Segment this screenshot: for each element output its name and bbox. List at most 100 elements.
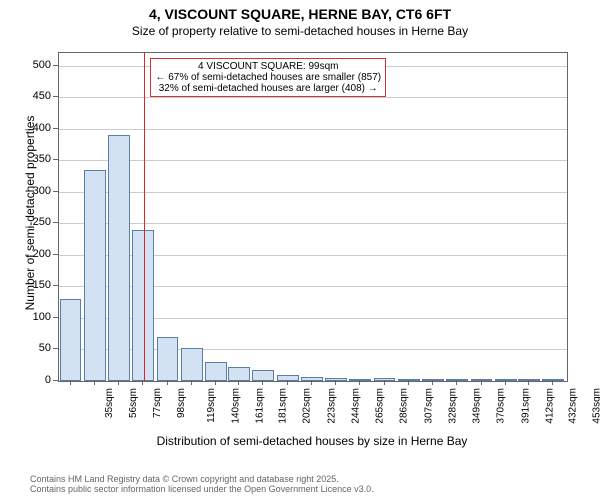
xtick-mark bbox=[408, 380, 409, 385]
gridline bbox=[59, 192, 567, 193]
footer-line2: Contains public sector information licen… bbox=[30, 484, 374, 494]
xtick-mark bbox=[384, 380, 385, 385]
ytick-label: 200 bbox=[23, 248, 51, 260]
xtick-mark bbox=[262, 380, 263, 385]
xtick-label: 286sqm bbox=[399, 388, 410, 424]
xtick-mark bbox=[94, 380, 95, 385]
ytick-label: 100 bbox=[23, 311, 51, 323]
title-sub: Size of property relative to semi-detach… bbox=[0, 22, 600, 38]
histogram-bar bbox=[181, 348, 203, 381]
histogram-bar bbox=[398, 379, 420, 381]
xtick-mark bbox=[528, 380, 529, 385]
annotation-box: 4 VISCOUNT SQUARE: 99sqm← 67% of semi-de… bbox=[150, 58, 386, 97]
xtick-label: 98sqm bbox=[176, 388, 187, 418]
histogram-bar bbox=[205, 362, 227, 381]
figure: 4, VISCOUNT SQUARE, HERNE BAY, CT6 6FT S… bbox=[0, 0, 600, 500]
annotation-line3: 32% of semi-detached houses are larger (… bbox=[155, 83, 381, 94]
xtick-mark bbox=[142, 380, 143, 385]
x-axis-label: Distribution of semi-detached houses by … bbox=[58, 434, 566, 448]
xtick-mark bbox=[311, 380, 312, 385]
ytick-label: 500 bbox=[23, 59, 51, 71]
gridline bbox=[59, 97, 567, 98]
histogram-bar bbox=[495, 379, 517, 381]
xtick-label: 35sqm bbox=[104, 388, 115, 418]
ytick-mark bbox=[53, 285, 58, 286]
histogram-bar bbox=[132, 230, 154, 381]
xtick-label: 432sqm bbox=[567, 388, 578, 424]
xtick-mark bbox=[505, 380, 506, 385]
ytick-label: 350 bbox=[23, 153, 51, 165]
ytick-mark bbox=[53, 159, 58, 160]
ytick-label: 50 bbox=[23, 342, 51, 354]
histogram-bar bbox=[157, 337, 179, 381]
xtick-mark bbox=[118, 380, 119, 385]
ytick-mark bbox=[53, 348, 58, 349]
histogram-bar bbox=[349, 379, 371, 381]
histogram-bar bbox=[422, 379, 444, 381]
plot-area: 4 VISCOUNT SQUARE: 99sqm← 67% of semi-de… bbox=[58, 52, 568, 382]
xtick-mark bbox=[191, 380, 192, 385]
xtick-mark bbox=[238, 380, 239, 385]
ytick-mark bbox=[53, 222, 58, 223]
histogram-bar bbox=[108, 135, 130, 381]
xtick-label: 56sqm bbox=[128, 388, 139, 418]
annotation-line2: ← 67% of semi-detached houses are smalle… bbox=[155, 72, 381, 83]
xtick-label: 223sqm bbox=[326, 388, 337, 424]
ytick-label: 400 bbox=[23, 122, 51, 134]
histogram-bar bbox=[518, 379, 540, 381]
xtick-mark bbox=[335, 380, 336, 385]
histogram-bar bbox=[277, 375, 299, 381]
xtick-label: 370sqm bbox=[496, 388, 507, 424]
xtick-mark bbox=[70, 380, 71, 385]
ytick-mark bbox=[53, 254, 58, 255]
histogram-bar bbox=[252, 370, 274, 381]
footer-line1: Contains HM Land Registry data © Crown c… bbox=[30, 474, 374, 484]
ytick-label: 250 bbox=[23, 216, 51, 228]
ytick-mark bbox=[53, 317, 58, 318]
xtick-label: 412sqm bbox=[544, 388, 555, 424]
xtick-mark bbox=[481, 380, 482, 385]
annotation-line1: 4 VISCOUNT SQUARE: 99sqm bbox=[155, 61, 381, 72]
ytick-mark bbox=[53, 65, 58, 66]
xtick-label: 202sqm bbox=[302, 388, 313, 424]
xtick-mark bbox=[359, 380, 360, 385]
ytick-label: 300 bbox=[23, 185, 51, 197]
xtick-label: 391sqm bbox=[520, 388, 531, 424]
xtick-label: 140sqm bbox=[230, 388, 241, 424]
xtick-label: 265sqm bbox=[375, 388, 386, 424]
ytick-mark bbox=[53, 128, 58, 129]
ytick-mark bbox=[53, 380, 58, 381]
histogram-bar bbox=[325, 378, 347, 381]
gridline bbox=[59, 223, 567, 224]
xtick-label: 349sqm bbox=[472, 388, 483, 424]
xtick-label: 328sqm bbox=[447, 388, 458, 424]
histogram-bar bbox=[84, 170, 106, 381]
xtick-label: 77sqm bbox=[152, 388, 163, 418]
marker-line bbox=[144, 53, 145, 381]
xtick-label: 307sqm bbox=[423, 388, 434, 424]
histogram-bar bbox=[446, 379, 468, 381]
gridline bbox=[59, 129, 567, 130]
title-main: 4, VISCOUNT SQUARE, HERNE BAY, CT6 6FT bbox=[0, 0, 600, 22]
ytick-label: 0 bbox=[23, 374, 51, 386]
xtick-mark bbox=[167, 380, 168, 385]
xtick-mark bbox=[456, 380, 457, 385]
xtick-mark bbox=[552, 380, 553, 385]
ytick-label: 150 bbox=[23, 279, 51, 291]
histogram-bar bbox=[60, 299, 82, 381]
xtick-mark bbox=[432, 380, 433, 385]
xtick-label: 181sqm bbox=[278, 388, 289, 424]
ytick-mark bbox=[53, 96, 58, 97]
histogram-bar bbox=[542, 379, 564, 381]
gridline bbox=[59, 160, 567, 161]
ytick-mark bbox=[53, 191, 58, 192]
footer: Contains HM Land Registry data © Crown c… bbox=[30, 474, 374, 494]
xtick-label: 161sqm bbox=[255, 388, 266, 424]
xtick-label: 244sqm bbox=[350, 388, 361, 424]
histogram-bar bbox=[228, 367, 250, 381]
xtick-label: 119sqm bbox=[205, 388, 216, 423]
ytick-label: 450 bbox=[23, 90, 51, 102]
xtick-label: 453sqm bbox=[592, 388, 600, 424]
xtick-mark bbox=[287, 380, 288, 385]
xtick-mark bbox=[215, 380, 216, 385]
